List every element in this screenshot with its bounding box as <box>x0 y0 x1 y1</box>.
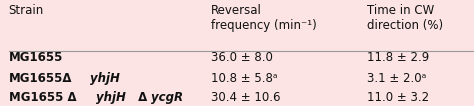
Text: 30.4 ± 10.6: 30.4 ± 10.6 <box>211 91 281 104</box>
Text: MG1655: MG1655 <box>9 51 63 64</box>
Text: MG1655 Δ: MG1655 Δ <box>9 91 76 104</box>
Text: yhjH: yhjH <box>96 91 126 104</box>
Text: 11.8 ± 2.9: 11.8 ± 2.9 <box>367 51 429 64</box>
Text: 3.1 ± 2.0ᵃ: 3.1 ± 2.0ᵃ <box>367 72 427 85</box>
Text: 11.0 ± 3.2: 11.0 ± 3.2 <box>367 91 429 104</box>
Text: yhjH: yhjH <box>91 72 120 85</box>
Text: Time in CW
direction (%): Time in CW direction (%) <box>367 4 444 32</box>
Text: ycgR: ycgR <box>151 91 183 104</box>
Text: MG1655Δ: MG1655Δ <box>9 72 72 85</box>
Text: 36.0 ± 8.0: 36.0 ± 8.0 <box>211 51 273 64</box>
Text: Δ: Δ <box>134 91 147 104</box>
Text: Reversal
frequency (min⁻¹): Reversal frequency (min⁻¹) <box>211 4 317 32</box>
Text: Strain: Strain <box>9 4 44 17</box>
Text: 10.8 ± 5.8ᵃ: 10.8 ± 5.8ᵃ <box>211 72 277 85</box>
